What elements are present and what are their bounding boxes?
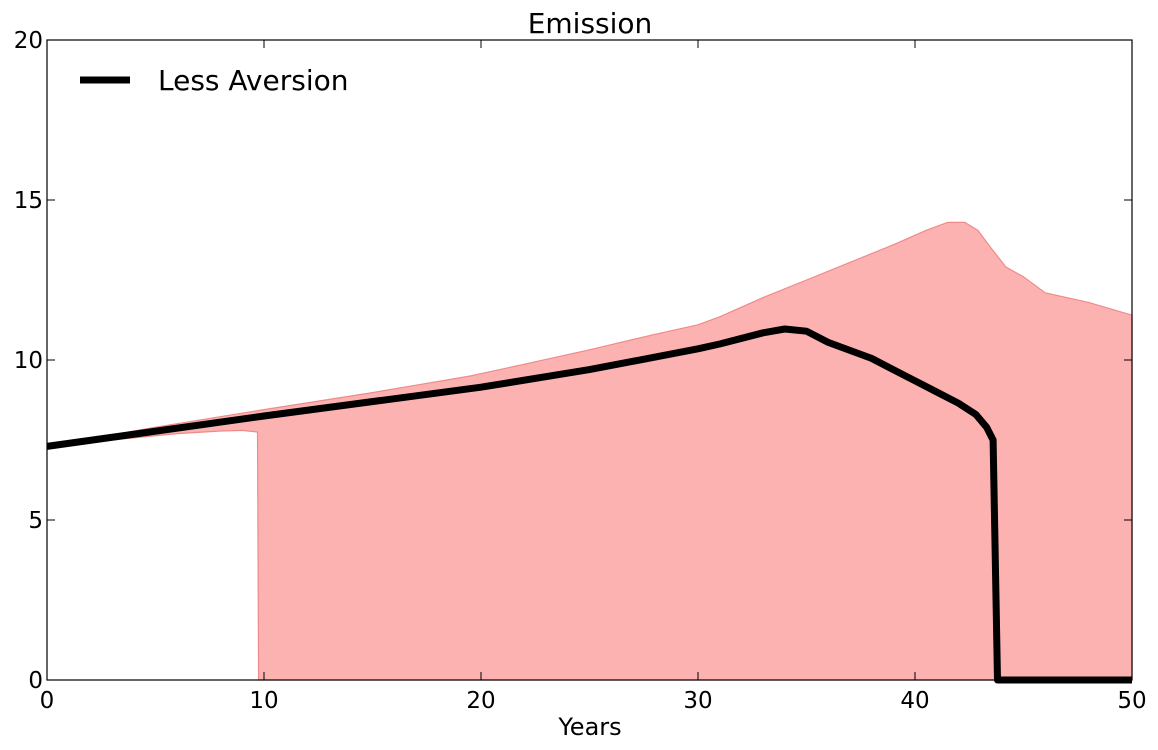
x-tick-label: 0 (40, 688, 55, 714)
y-tick-label: 15 (14, 188, 43, 214)
y-tick-label: 10 (14, 348, 43, 374)
y-tick-label: 0 (28, 668, 43, 694)
range-band (46, 221, 1133, 681)
x-axis-label: Years (557, 713, 621, 741)
legend: Less Aversion (80, 64, 348, 97)
x-tick-label: 30 (683, 688, 712, 714)
x-tick-label: 10 (249, 688, 278, 714)
legend-label: Less Aversion (158, 64, 348, 97)
x-tick-label: 20 (466, 688, 495, 714)
x-tick-label: 50 (1117, 688, 1146, 714)
y-tick-label: 20 (14, 28, 43, 54)
y-tick-label: 5 (28, 508, 43, 534)
x-tick-label: 40 (900, 688, 929, 714)
chart-title: Emission (528, 7, 653, 40)
series-line-0 (46, 325, 1132, 684)
